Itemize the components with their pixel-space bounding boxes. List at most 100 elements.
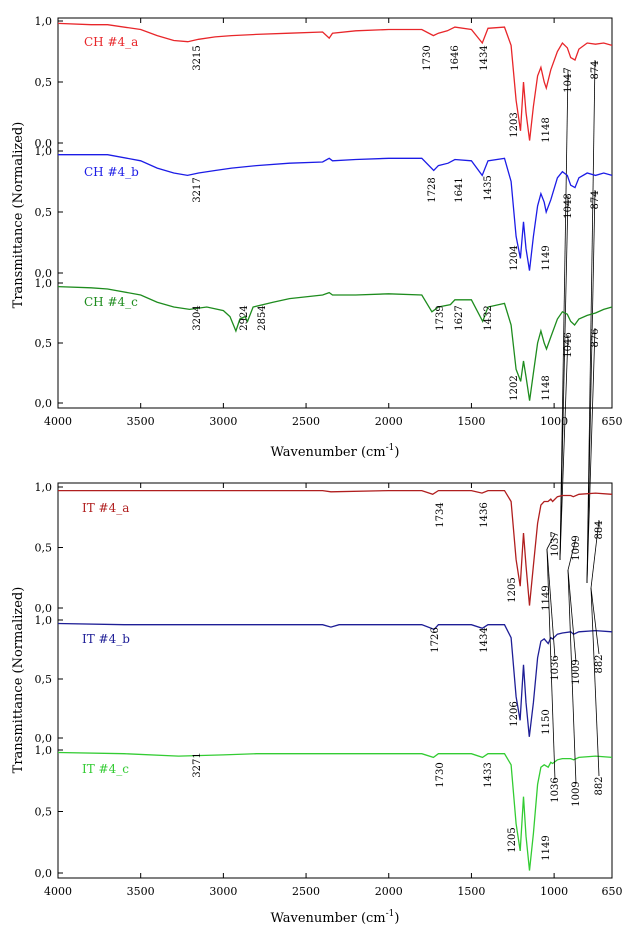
x-tick-label: 650 <box>602 885 622 898</box>
series-label: CH #4_b <box>84 165 139 179</box>
y-tick-label: 0,5 <box>35 206 53 219</box>
y-tick-label: 0,5 <box>35 337 53 350</box>
x-tick-label: 2500 <box>292 885 320 898</box>
y-tick-label: 0,5 <box>35 806 53 819</box>
peak-label: 1009 <box>571 659 582 684</box>
peak-label: 876 <box>590 328 601 347</box>
peak-label: 1730 <box>435 762 446 787</box>
y-axis-title: Transmittance (Normalized) <box>11 587 26 774</box>
x-axis-title: Wavenumber (cm-1) <box>271 909 400 926</box>
x-tick-label: 1000 <box>540 885 568 898</box>
y-tick-label: 0,0 <box>35 267 53 280</box>
peak-label: 1433 <box>483 762 494 787</box>
peak-leader <box>590 519 600 589</box>
peak-leader <box>590 587 600 655</box>
chart-panel-1: 4000 3500 3000 2500 2000 1500 1000 650 Wavenumbe… <box>11 15 622 584</box>
peak-label: 1148 <box>541 117 552 142</box>
peak-leader <box>559 195 569 561</box>
y-tick-label: 0,5 <box>35 76 53 89</box>
x-tick-label: 2000 <box>375 885 403 898</box>
peak-label: 882 <box>594 654 605 673</box>
peak-label: 1150 <box>541 709 552 734</box>
y-tick-label: 0,5 <box>35 673 53 686</box>
peak-label: 1149 <box>541 585 552 610</box>
peak-label: 2924 <box>239 305 250 330</box>
peak-label: 2854 <box>257 305 268 330</box>
series-line <box>57 22 613 141</box>
peak-label: 1009 <box>571 535 582 560</box>
peak-label: 1204 <box>509 245 520 270</box>
x-tick-label: 4000 <box>44 415 72 428</box>
series-label: CH #4_c <box>84 295 138 309</box>
x-tick-label: 2000 <box>375 415 403 428</box>
peak-label: 1434 <box>479 627 490 652</box>
peak-label: 1148 <box>541 375 552 400</box>
x-tick-label: 1000 <box>540 415 568 428</box>
peak-leader <box>546 548 556 659</box>
peak-label: 1149 <box>541 835 552 860</box>
peak-label: 1646 <box>450 45 461 70</box>
peak-label: 874 <box>590 60 601 79</box>
peak-label: 1627 <box>454 305 465 330</box>
peak-label: 1205 <box>507 827 518 852</box>
peak-label: 1432 <box>483 305 494 330</box>
x-tick-label: 2500 <box>292 415 320 428</box>
peak-leader <box>546 548 556 781</box>
series-label: IT #4_b <box>82 632 130 646</box>
peak-leader <box>586 327 596 584</box>
peak-label: 1009 <box>571 781 582 806</box>
peak-leader <box>567 569 577 785</box>
series-line <box>58 154 613 271</box>
peak-label: 1046 <box>563 332 574 357</box>
y-tick-label: 1,0 <box>35 614 53 627</box>
peak-leader <box>586 189 596 584</box>
y-tick-label: 1,0 <box>35 277 53 290</box>
peak-label: 1730 <box>422 45 433 70</box>
series-line <box>57 285 613 401</box>
peak-leader <box>567 537 577 571</box>
peak-label: 3217 <box>192 177 203 202</box>
peak-label: 3271 <box>192 752 203 777</box>
plot-frame <box>57 482 613 879</box>
peak-leader <box>546 533 556 550</box>
peak-label: 874 <box>590 190 601 209</box>
peak-label: 3204 <box>192 305 203 330</box>
peak-label: 1036 <box>550 777 561 802</box>
peak-label: 1203 <box>509 112 520 137</box>
y-tick-label: 0,0 <box>35 732 53 745</box>
x-tick-label: 1500 <box>457 885 485 898</box>
y-tick-label: 0,0 <box>35 137 53 150</box>
peak-label: 1436 <box>479 502 490 527</box>
y-tick-label: 0,5 <box>35 542 53 555</box>
series-label: CH #4_a <box>84 35 138 49</box>
y-tick-label: 1,0 <box>35 481 53 494</box>
peak-label: 1047 <box>563 67 574 92</box>
y-tick-label: 0,0 <box>35 867 53 880</box>
plot-frame <box>57 17 613 409</box>
peak-label: 1205 <box>507 577 518 602</box>
peak-label: 1641 <box>454 177 465 202</box>
y-tick-label: 0,0 <box>35 397 53 410</box>
peak-label: 1048 <box>563 193 574 218</box>
peak-label: 1206 <box>509 701 520 726</box>
peak-leader <box>567 569 577 663</box>
y-tick-label: 1,0 <box>35 15 53 28</box>
y-tick-label: 1,0 <box>35 145 53 158</box>
x-tick-label: 1500 <box>457 415 485 428</box>
x-tick-label: 3000 <box>209 885 237 898</box>
series-label: IT #4_c <box>82 762 129 776</box>
peak-leader <box>559 69 569 561</box>
x-tick-label: 4000 <box>44 885 72 898</box>
series-line <box>57 751 613 871</box>
x-axis-title: Wavenumber (cm-1) <box>271 443 400 460</box>
peak-label: 1726 <box>430 627 441 652</box>
peak-label: 1728 <box>427 177 438 202</box>
peak-label: 3215 <box>192 45 203 70</box>
peak-label: 884 <box>594 520 605 539</box>
peak-label: 1739 <box>435 305 446 330</box>
series-line <box>58 489 613 606</box>
x-tick-label: 3500 <box>127 415 155 428</box>
peak-label: 1435 <box>483 175 494 200</box>
peak-label: 1202 <box>509 375 520 400</box>
